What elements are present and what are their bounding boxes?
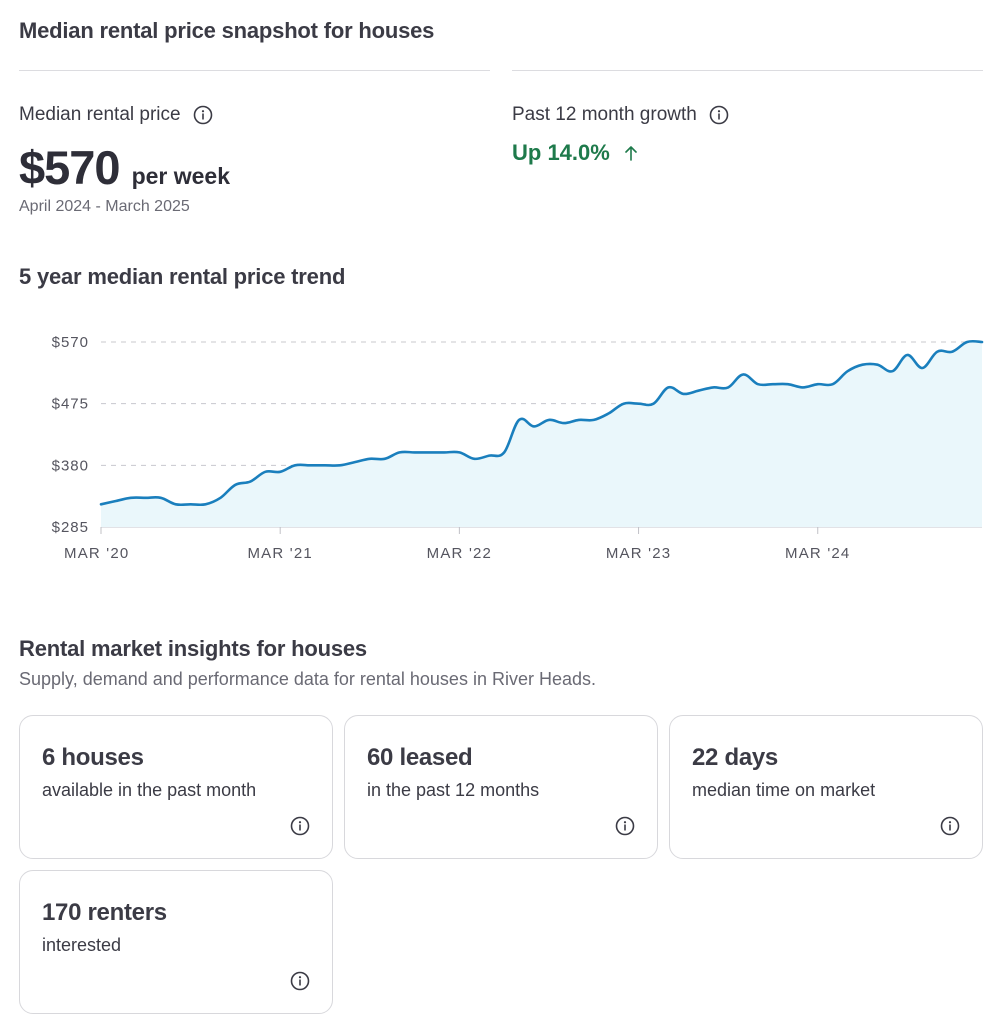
insights-title: Rental market insights for houses — [19, 636, 367, 661]
median-price-label: Median rental price — [19, 104, 181, 125]
insights-subtitle: Supply, demand and performance data for … — [19, 669, 596, 689]
y-tick-label: $570 — [52, 334, 89, 351]
growth-value-row: Up 14.0% — [512, 140, 640, 166]
median-price-label-row: Median rental price — [19, 104, 213, 126]
insight-value: 6 houses — [42, 744, 144, 771]
info-icon[interactable] — [709, 105, 729, 125]
median-price-unit: per week — [131, 163, 231, 189]
trend-line[interactable] — [99, 339, 984, 507]
insight-desc: in the past 12 months — [367, 780, 540, 800]
trend-area-fill — [101, 341, 982, 527]
info-icon[interactable] — [940, 816, 960, 836]
growth-value: Up 14.0% — [512, 140, 610, 165]
y-tick-label: $285 — [52, 519, 89, 536]
insight-card-renters: 170 renters interested — [19, 870, 333, 1014]
insight-value: 60 leased — [367, 744, 473, 771]
insight-value: 22 days — [692, 744, 778, 771]
growth-label-row: Past 12 month growth — [512, 104, 729, 126]
x-tick-label: MAR '20 — [64, 545, 129, 562]
insight-desc: available in the past month — [42, 780, 257, 800]
median-price-value: $570 per week — [19, 140, 230, 195]
insight-card-days: 22 days median time on market — [669, 715, 983, 859]
info-icon[interactable] — [290, 816, 310, 836]
x-tick-label: MAR '22 — [427, 545, 492, 562]
x-tick-label: MAR '21 — [247, 545, 312, 562]
arrow-up-icon — [622, 144, 640, 162]
median-price-period: April 2024 - March 2025 — [19, 198, 190, 215]
insight-desc: interested — [42, 935, 122, 955]
insight-card-leased: 60 leased in the past 12 months — [344, 715, 658, 859]
insight-value: 170 renters — [42, 899, 167, 926]
insight-card-available: 6 houses available in the past month — [19, 715, 333, 859]
info-icon[interactable] — [615, 816, 635, 836]
growth-label: Past 12 month growth — [512, 104, 697, 125]
info-icon[interactable] — [193, 105, 213, 125]
rental-trend-chart[interactable]: $285 $380 $475 $570 MAR '20 MAR '21 MAR '22 MAR… — [0, 318, 990, 580]
info-icon[interactable] — [290, 971, 310, 991]
divider-left — [19, 70, 490, 71]
divider-right — [512, 70, 983, 71]
snapshot-title: Median rental price snapshot for houses — [19, 18, 435, 43]
x-tick-label: MAR '24 — [785, 545, 850, 562]
median-price-amount: $570 — [19, 141, 121, 194]
x-tick-label: MAR '23 — [606, 545, 671, 562]
trend-title: 5 year median rental price trend — [19, 264, 346, 289]
y-tick-label: $380 — [52, 457, 89, 474]
y-tick-label: $475 — [52, 396, 89, 413]
insight-desc: median time on market — [692, 780, 876, 800]
